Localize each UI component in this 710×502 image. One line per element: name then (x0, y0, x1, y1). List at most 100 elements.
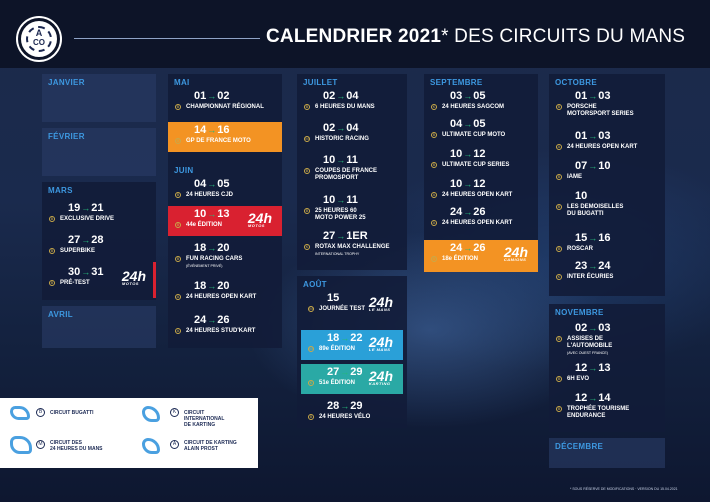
event-dates: 01→02 (194, 90, 230, 102)
circuit-tag-icon: B (49, 248, 55, 254)
event-aout-3: 28→29 B 24 HEURES VÉLO (301, 398, 403, 428)
aco-logo: A CO (18, 18, 60, 60)
arrow-right-icon: → (588, 233, 598, 243)
event-name: 24 HEURES VÉLO (319, 414, 371, 420)
event-name: 24 HEURES OPEN KART (442, 220, 513, 226)
event-name: 24 HEURES OPEN KART (442, 192, 513, 198)
event-octobre-1: 01→03 A 24 HEURES OPEN KART (549, 128, 665, 156)
arrow-right-icon: → (340, 401, 350, 411)
event-dates: 27→28 (68, 234, 104, 246)
event-dates: 02→04 (323, 122, 359, 134)
event-aout-1: 18→22 M 89e ÉDITION 24h LE MANS (301, 330, 403, 360)
month-janvier: JANVIER (42, 74, 156, 122)
arrow-right-icon: → (463, 119, 473, 129)
circuit-legend: B CIRCUIT BUGATTI M CIRCUIT DES 24 HEURES… (0, 398, 258, 468)
logo-24h: 24h LE MANS (368, 334, 393, 352)
event-name: ROSCAR (567, 246, 594, 252)
logo-24h: 24h CAMIONS (503, 244, 528, 262)
event-name: 6H EVO (567, 376, 590, 382)
arrow-right-icon: → (463, 149, 473, 159)
arrow-right-icon: → (207, 125, 217, 135)
circuit-tag-icon: B (308, 414, 314, 420)
circuit-tag-icon: M (304, 136, 310, 142)
event-juillet-3: 10→11 B 25 HEURES 60 MOTO POWER 25 (297, 192, 407, 228)
event-dates: 18→20 (194, 242, 230, 254)
event-octobre-0: 01→03 B PORSCHE MOTORSPORT SERIES (549, 88, 665, 124)
event-name: 24 HEURES STUD'KART (186, 328, 256, 334)
legend-prost: CIRCUIT DE KARTING ALAIN PROST (184, 440, 237, 452)
event-octobre-4: 15→16 B ROSCAR (549, 230, 665, 258)
circuit-tag-icon: A (431, 192, 437, 198)
circuit-tag-icon: A (175, 328, 181, 334)
event-septembre-0: 03→05 K 24 HEURES SAGCOM (424, 88, 538, 116)
event-novembre-1: 12→13 B 6H EVO (549, 360, 665, 388)
event-dates: 10→13 (194, 208, 230, 220)
event-name: 51e ÉDITION (319, 380, 356, 386)
event-dates: 01→03 (575, 90, 611, 102)
circuit-tag-icon: B (175, 222, 181, 228)
circuit-tag-icon: B (556, 336, 562, 342)
event-name: ULTIMATE CUP SERIES (442, 162, 510, 168)
logo-letters: A (35, 28, 43, 38)
event-name: 24 HEURES CJD (186, 192, 234, 198)
event-novembre-0: 02→03 B ASSISES DE L'AUTOMOBILE (AVEC OUEST … (549, 320, 665, 358)
event-name: EXCLUSIVE DRIVE (60, 216, 115, 222)
month-avril: AVRIL (42, 306, 156, 348)
event-dates: 27→29 (327, 366, 363, 378)
circuit-tag-icon: K (556, 274, 562, 280)
event-dates: 15 (327, 292, 340, 304)
tag-k-icon: K (170, 408, 179, 417)
event-dates: 04→05 (194, 178, 230, 190)
bugatti-track-icon (10, 406, 30, 420)
event-name: 18e ÉDITION (442, 256, 479, 262)
arrow-right-icon: → (588, 261, 598, 271)
tag-a-icon: A (170, 440, 179, 449)
event-name: 6 HEURES DU MANS (315, 104, 375, 110)
event-dates: 18→20 (194, 280, 230, 292)
circuit-tag-icon: K (431, 104, 437, 110)
circuit-tag-icon: B (49, 216, 55, 222)
circuit-tag-icon: B (304, 168, 310, 174)
karting-track-icon (142, 406, 160, 422)
tag-b-icon: B (36, 408, 45, 417)
circuit-tag-icon: K (304, 244, 310, 250)
event-name: PRÉ-TEST (60, 280, 90, 286)
arrow-right-icon: → (207, 281, 217, 291)
event-dates: 12→14 (575, 392, 611, 404)
event-juin-0: 04→05 B 24 HEURES CJD (168, 176, 282, 202)
event-name: SUPERBIKE (60, 248, 96, 254)
event-dates: 18→22 (327, 332, 363, 344)
legend-karting: CIRCUIT INTERNATIONAL DE KARTING (184, 410, 225, 428)
event-mars-1: 27→28 B SUPERBIKE (42, 232, 156, 262)
event-dates: 04→05 (450, 118, 486, 130)
arrow-right-icon: → (207, 209, 217, 219)
logo-24h: 24h MOTOS (121, 268, 146, 286)
circuit-tag-icon: A (556, 144, 562, 150)
event-dates: 10→11 (323, 154, 358, 166)
arrow-right-icon: → (588, 131, 598, 141)
event-septembre-3: 10→12 A 24 HEURES OPEN KART (424, 176, 538, 204)
arrow-right-icon: → (340, 333, 350, 343)
event-septembre-1: 04→05 B ULTIMATE CUP MOTO (424, 116, 538, 144)
month-decembre: DÉCEMBRE (549, 438, 665, 468)
circuit-tag-icon: A (431, 220, 437, 226)
arrow-right-icon: → (81, 235, 91, 245)
event-juillet-1: 02→04 M HISTORIC RACING (297, 120, 407, 150)
prost-track-icon (142, 438, 160, 454)
circuit-tag-icon: B (175, 256, 181, 262)
event-name: IAME (567, 174, 582, 180)
event-dates: 12→13 (575, 362, 611, 374)
event-dates: 30→31 (68, 266, 104, 278)
event-dates: 15→16 (575, 232, 611, 244)
logo-24h: 24h LE MANS (368, 294, 393, 312)
event-name: LES DEMOISELLES DU BUGATTI (567, 204, 624, 217)
arrow-right-icon: → (463, 243, 473, 253)
event-dates: 19→21 (68, 202, 104, 214)
event-name: FUN RACING CARS (ÉVÉNEMENT PRIVÉ) (186, 256, 243, 268)
circuit-tag-icon: A (175, 294, 181, 300)
event-dates: 10 (575, 190, 588, 202)
arrow-right-icon: → (463, 207, 473, 217)
event-name: JOURNÉE TEST (319, 306, 366, 312)
event-name: 24 HEURES OPEN KART (567, 144, 638, 150)
event-name: 44e ÉDITION (186, 222, 223, 228)
